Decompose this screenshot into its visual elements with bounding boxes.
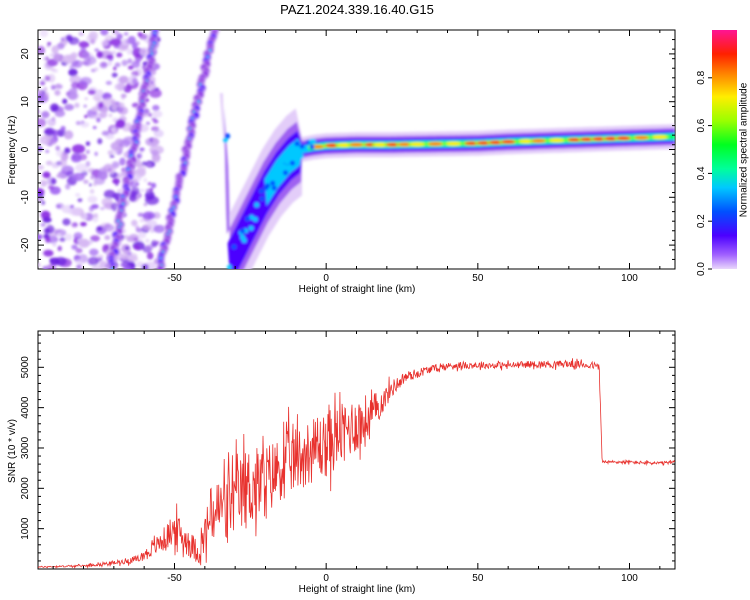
snr-panel: -50 0 50 100 1000 2000 3000 4000 5000 Height of…	[7, 330, 676, 595]
spectrogram-ghost-track	[155, 30, 220, 269]
x-tick-label: 0	[323, 573, 329, 584]
snr-plot-area	[38, 358, 675, 569]
colorbar-tick-label: 0.2	[696, 214, 707, 228]
x-tick-label: 50	[472, 273, 484, 284]
colorbar-tick-label: 0.0	[696, 262, 707, 276]
colorbar-tick-label: 0.6	[696, 118, 707, 132]
spectrogram-y-axis-title: Frequency (Hz)	[7, 116, 18, 185]
spectrogram-noise	[38, 30, 166, 269]
y-tick-label: -10	[20, 190, 31, 205]
spectrogram-main-ridge	[219, 93, 675, 269]
y-tick-label: -20	[20, 237, 31, 252]
y-tick-label: 10	[20, 96, 31, 108]
snr-x-ticks: -50 0 50 100	[52, 331, 661, 584]
y-tick-label: 20	[20, 48, 31, 60]
y-tick-label: 0	[20, 146, 31, 152]
colorbar-ticks: 0.0 0.2 0.4 0.6 0.8	[696, 70, 712, 276]
spectrogram-y-ticks: -20 -10 0 10 20	[20, 29, 675, 270]
snr-series-line	[38, 358, 675, 569]
x-tick-label: 100	[621, 573, 638, 584]
snr-y-axis-title: SNR (10 * v/v)	[7, 419, 18, 483]
x-tick-label: 100	[621, 273, 638, 284]
spectrogram-ghost-track	[106, 30, 160, 269]
y-tick-label: 3000	[20, 436, 31, 459]
x-tick-label: -50	[167, 273, 182, 284]
colorbar-gradient	[712, 30, 737, 269]
chart-title: PAZ1.2024.339.16.40.G15	[280, 2, 434, 17]
snr-y-ticks: 1000 2000 3000 4000 5000	[20, 334, 675, 562]
x-tick-label: -50	[167, 573, 182, 584]
colorbar-tick-label: 0.8	[696, 70, 707, 84]
colorbar: 0.0 0.2 0.4 0.6 0.8 Normalized spectral ampl…	[696, 30, 750, 276]
colorbar-title: Normalized spectral amplitude	[739, 82, 750, 217]
y-tick-label: 1000	[20, 517, 31, 540]
spectrogram-panel: -50 0 50 100 -20 -10 0 10 20 Height of straight…	[7, 29, 676, 295]
y-tick-label: 4000	[20, 396, 31, 419]
y-tick-label: 2000	[20, 477, 31, 500]
spectrogram-x-axis-title: Height of straight line (km)	[299, 284, 416, 295]
spectrogram-plot-area	[38, 30, 675, 269]
x-tick-label: 50	[472, 573, 484, 584]
snr-x-axis-title: Height of straight line (km)	[299, 584, 416, 595]
x-tick-label: 0	[323, 273, 329, 284]
colorbar-tick-label: 0.4	[696, 166, 707, 180]
spectrogram-x-ticks: -50 0 50 100	[52, 30, 661, 284]
y-tick-label: 5000	[20, 356, 31, 379]
